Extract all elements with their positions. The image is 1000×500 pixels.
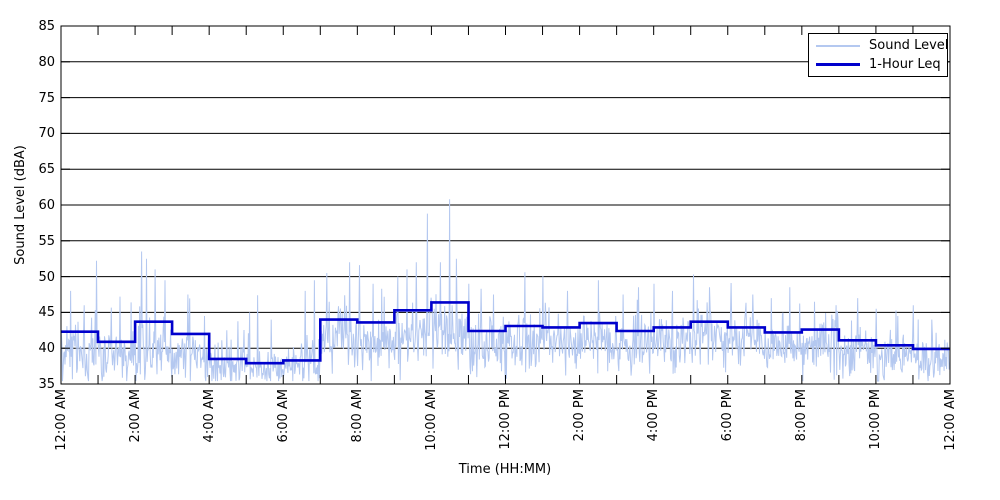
legend: Sound Level 1-Hour Leq — [808, 33, 948, 77]
leq-line-sample-icon — [816, 63, 860, 66]
x-tick-label: 4:00 PM — [646, 389, 662, 442]
x-axis-title: Time (HH:MM) — [458, 462, 552, 477]
y-tick-label: 65 — [38, 162, 55, 178]
y-tick-label: 35 — [38, 377, 55, 392]
x-tick-label: 12:00 AM — [942, 389, 958, 451]
y-tick-label: 60 — [38, 198, 55, 213]
legend-item-1-hour-leq: 1-Hour Leq — [816, 56, 941, 72]
x-tick-label: 2:00 AM — [127, 389, 143, 443]
y-tick-label: 75 — [38, 90, 55, 106]
x-tick-label: 6:00 PM — [720, 389, 736, 442]
y-tick-label: 45 — [38, 305, 55, 321]
legend-label-1-hour-leq: 1-Hour Leq — [869, 56, 941, 72]
y-tick-label: 70 — [38, 126, 55, 142]
y-tick-label: 85 — [38, 19, 55, 34]
y-tick-label: 50 — [38, 269, 55, 285]
y-tick-label: 40 — [38, 341, 55, 357]
x-tick-label: 8:00 PM — [794, 389, 810, 442]
y-tick-label: 55 — [38, 233, 55, 249]
legend-label-sound-level: Sound Level — [869, 37, 949, 53]
y-tick-label: 80 — [38, 54, 55, 70]
x-tick-label: 10:00 PM — [868, 389, 884, 450]
x-tick-label: 6:00 AM — [275, 389, 291, 443]
sound-level-line-sample-icon — [816, 44, 860, 47]
x-tick-label: 2:00 PM — [572, 389, 588, 442]
x-tick-label: 4:00 AM — [201, 389, 217, 443]
x-tick-label: 12:00 PM — [498, 389, 513, 450]
legend-item-sound-level: Sound Level — [816, 38, 948, 53]
x-tick-label: 10:00 AM — [423, 389, 439, 451]
y-axis-title: Sound Level (dBA) — [13, 145, 28, 265]
x-tick-label: 12:00 AM — [53, 389, 69, 451]
x-tick-label: 8:00 AM — [349, 389, 365, 443]
